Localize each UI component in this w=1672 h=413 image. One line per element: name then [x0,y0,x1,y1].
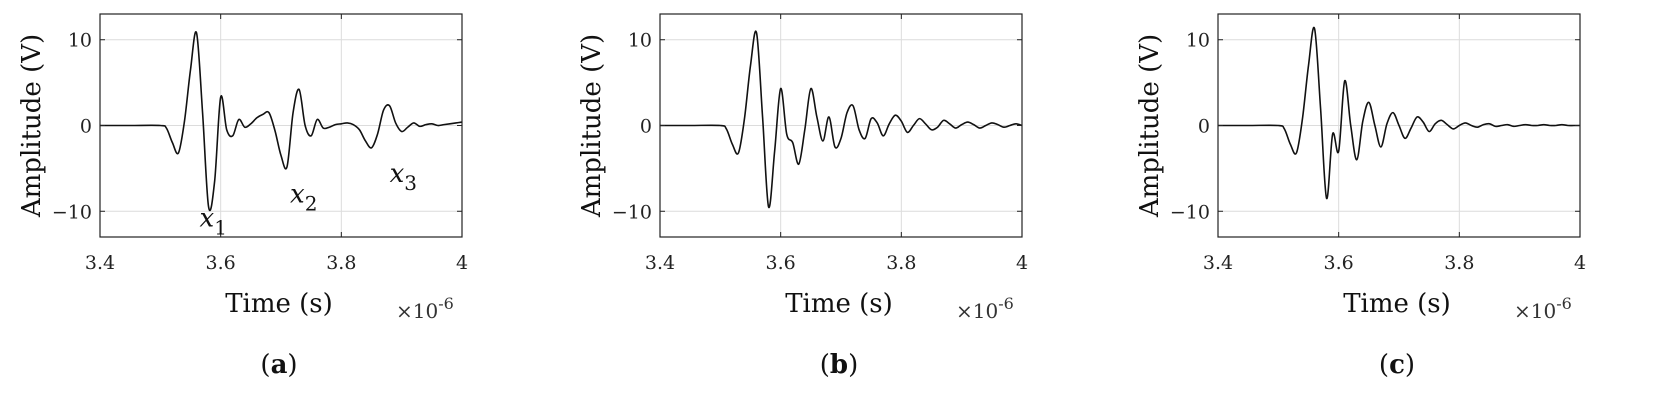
panel-caption: (c) [1379,350,1415,380]
y-axis-label: Amplitude (V) [1135,34,1165,218]
chart-panel-c: 3.4 3.6 3.8 4 10 0 −10 Time (s) Amplitude (V) ×10… [1118,0,1658,413]
y-tick-label: −10 [612,201,652,223]
x-tick-label: 3.8 [886,252,916,274]
x-tick-label: 4 [1016,252,1028,274]
chart-panel-b: 3.4 3.6 3.8 4 10 0 −10 Time (s) Amplitude (V) ×10… [560,0,1100,413]
peak-annotation: x1 [200,204,227,240]
x-scale-label: ×10-6 [956,294,1014,323]
series-line [660,30,1023,209]
x-scale-label: ×10-6 [1514,294,1572,323]
y-tick-label: 0 [1198,116,1210,138]
chart-svg: 3.4 3.6 3.8 4 10 0 −10 Time (s) Amplitude (V) ×10… [577,13,1028,380]
x-tick-label: 3.8 [326,252,356,274]
y-tick-label: 10 [1186,30,1210,52]
y-tick-label: 10 [68,30,92,52]
x-axis-label: Time (s) [1343,289,1451,319]
y-tick-label: 10 [628,30,652,52]
x-scale-label: ×10-6 [396,294,454,323]
peak-annotation: x3 [390,159,417,195]
x-tick-label: 3.6 [1324,252,1354,274]
y-tick-label: −10 [52,201,92,223]
y-tick-label: −10 [1170,201,1210,223]
x-tick-label: 3.6 [206,252,236,274]
series-line [1218,26,1580,200]
peak-annotation: x2 [290,180,317,216]
x-tick-label: 3.8 [1444,252,1474,274]
chart-svg: 3.4 3.6 3.8 4 10 0 −10 Time (s) Amplitude (V) ×10… [17,13,468,380]
series-line [100,30,463,212]
x-tick-label: 4 [456,252,468,274]
y-axis-label: Amplitude (V) [17,34,47,218]
x-axis-label: Time (s) [785,289,893,319]
x-tick-label: 3.4 [1203,252,1233,274]
x-tick-label: 3.4 [85,252,115,274]
panel-caption: (a) [260,350,297,380]
x-tick-label: 3.6 [766,252,796,274]
x-axis-label: Time (s) [225,289,333,319]
panel-caption: (b) [820,350,859,380]
chart-panel-a: 3.4 3.6 3.8 4 10 0 −10 Time (s) Amplitude (V) ×10… [0,0,540,413]
x-tick-label: 3.4 [645,252,675,274]
x-tick-label: 4 [1574,252,1586,274]
y-tick-label: 0 [640,116,652,138]
y-axis-label: Amplitude (V) [577,34,607,218]
y-tick-label: 0 [80,116,92,138]
chart-svg: 3.4 3.6 3.8 4 10 0 −10 Time (s) Amplitude (V) ×10… [1135,13,1586,380]
